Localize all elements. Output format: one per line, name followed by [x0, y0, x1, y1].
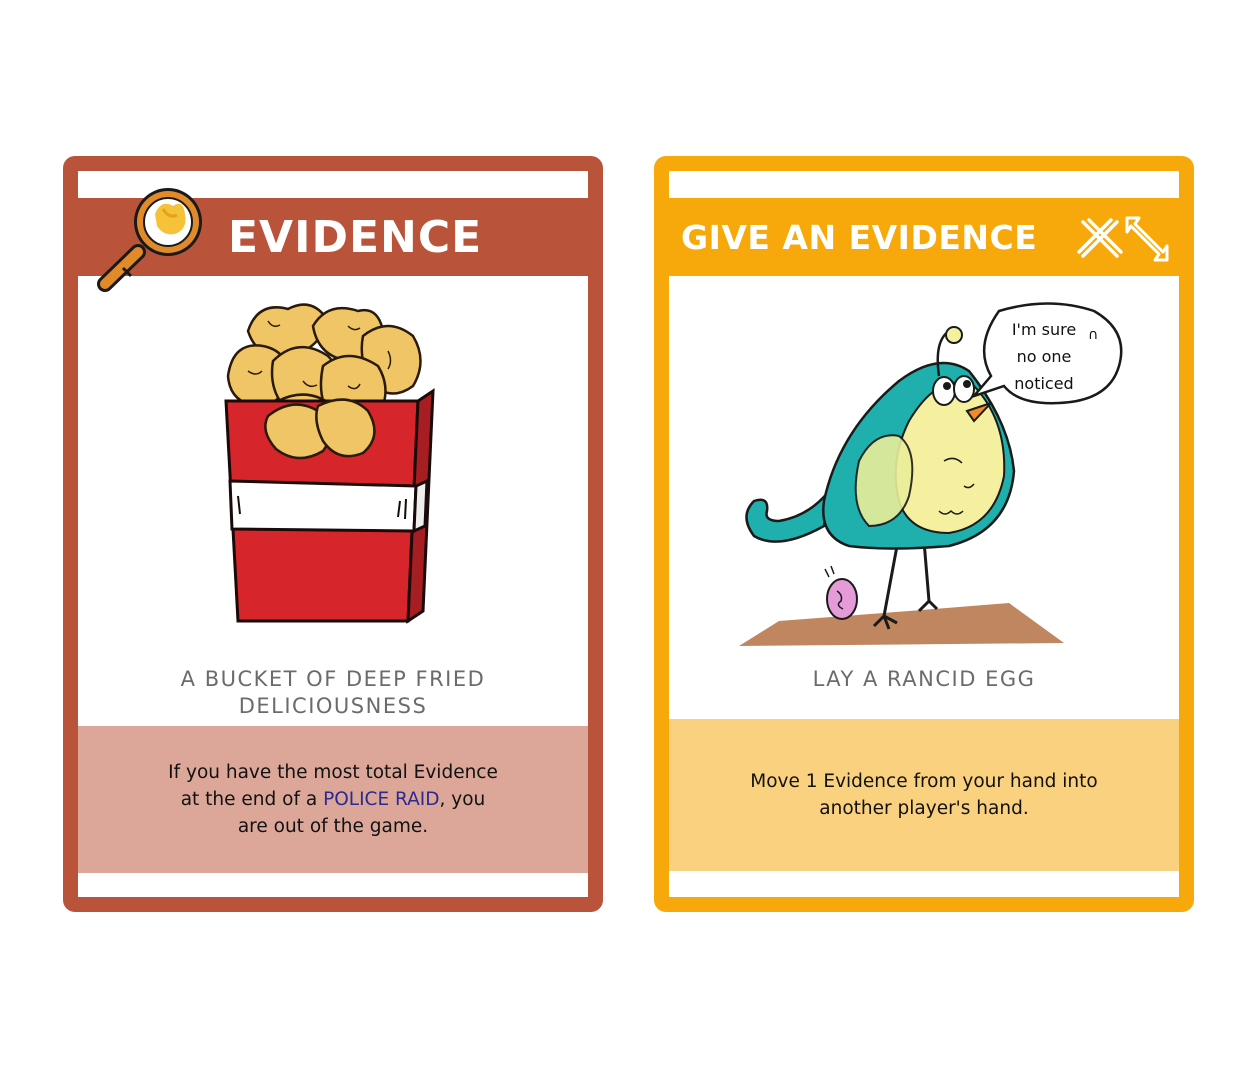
speech-line: noticed: [1014, 374, 1074, 393]
speech-line: no one: [1016, 347, 1072, 366]
card-title: EVIDENCE: [228, 212, 483, 263]
card-face: EVIDENCE If you have the most total Evid…: [78, 171, 588, 897]
rule-fragment: , you: [439, 789, 486, 810]
cross-swap-arrow-icon: [1077, 216, 1169, 262]
rule-panel: Move 1 Evidence from your hand into anot…: [669, 719, 1179, 871]
subtitle-line: DELICIOUSNESS: [238, 694, 428, 718]
rule-line: Move 1 Evidence from your hand into: [750, 771, 1098, 792]
card-subtitle: A BUCKET OF DEEP FRIED DELICIOUSNESS: [78, 666, 588, 720]
subtitle-line: A BUCKET OF DEEP FRIED: [180, 667, 486, 691]
rule-fragment: at the end of a: [180, 789, 324, 810]
rule-line: at the end of a POLICE RAID, you: [168, 786, 498, 813]
rule-panel: If you have the most total Evidence at t…: [78, 726, 588, 873]
rule-line: If you have the most total Evidence: [168, 762, 498, 783]
police-raid-keyword: POLICE RAID: [323, 789, 440, 810]
rule-text: If you have the most total Evidence at t…: [168, 759, 498, 840]
evidence-card[interactable]: EVIDENCE If you have the most total Evid…: [63, 156, 603, 912]
speech-line: I'm sure: [1011, 320, 1077, 339]
bird-laying-egg-illustration: [739, 326, 1064, 646]
title-band: GIVE AN EVIDENCE: [669, 198, 1179, 276]
fried-chicken-bucket-illustration: [224, 303, 435, 624]
card-face: GIVE AN EVIDENCE Move 1 Evidence from yo…: [669, 171, 1179, 897]
card-title: GIVE AN EVIDENCE: [681, 218, 1038, 257]
magnifying-glass-icon: [97, 188, 202, 292]
worried-face-icon: ∩: [1088, 327, 1099, 343]
speech-text: I'm sure no one noticed: [994, 316, 1094, 397]
give-an-evidence-card[interactable]: GIVE AN EVIDENCE Move 1 Evidence from yo…: [654, 156, 1194, 912]
rule-text: Move 1 Evidence from your hand into anot…: [750, 768, 1097, 822]
speech-bubble: [970, 302, 1123, 405]
rule-line: are out of the game.: [237, 816, 429, 837]
card-subtitle: LAY A RANCID EGG: [812, 667, 1036, 691]
rule-line: another player's hand.: [819, 798, 1029, 819]
